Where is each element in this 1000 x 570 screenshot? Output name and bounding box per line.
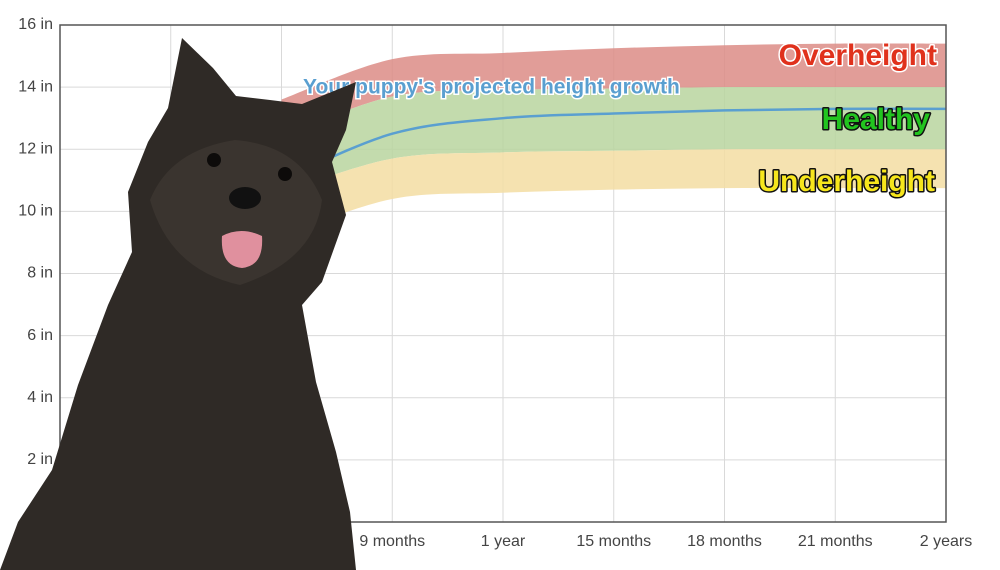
y-tick-label: 10 in: [18, 203, 53, 220]
x-tick-label: 1 year: [481, 533, 526, 550]
x-tick-label: 21 months: [798, 533, 873, 550]
growth-line: [281, 107, 947, 182]
series-annotation: Your puppy's projected height growth: [303, 76, 680, 99]
y-tick-label: 6 in: [27, 327, 53, 344]
x-tick-label: 9 months: [359, 533, 425, 550]
dog-photo: [0, 38, 356, 570]
band-area: [281, 87, 946, 193]
dog-eye: [207, 153, 221, 167]
y-tick-label: 14 in: [18, 78, 53, 95]
dog-nose: [229, 187, 261, 209]
band-area: [281, 43, 946, 137]
band-area: [281, 149, 946, 237]
dog-body: [0, 38, 356, 570]
x-tick-label: 18 months: [687, 533, 762, 550]
x-tick-label: 2 years: [920, 533, 972, 550]
x-tick-label: 15 months: [576, 533, 651, 550]
y-tick-label: 12 in: [18, 140, 53, 157]
y-tick-label: 8 in: [27, 265, 53, 282]
plot-border: [59, 24, 947, 523]
band-label: Healthy: [822, 103, 931, 136]
band-label: Overheight: [779, 39, 937, 72]
y-tick-label: 16 in: [18, 16, 53, 33]
dog-tongue: [221, 231, 263, 268]
y-tick-label: 4 in: [27, 389, 53, 406]
y-tick-label: 2 in: [27, 451, 53, 468]
band-label: Underheight: [758, 165, 935, 198]
dog-eye: [278, 167, 292, 181]
